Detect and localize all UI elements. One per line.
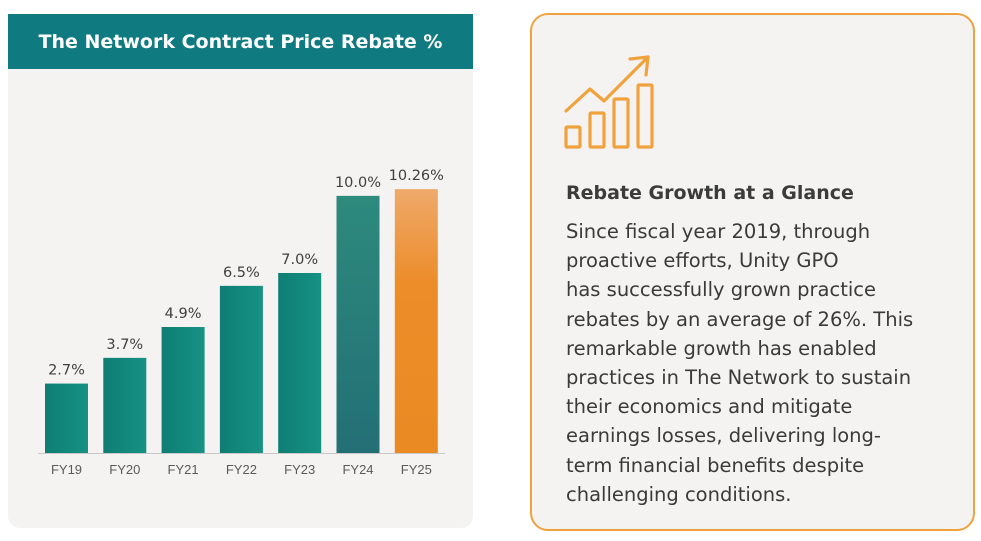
x-tick-label-fy24: FY24 (342, 462, 373, 477)
x-tick-label-fy20: FY20 (109, 462, 140, 477)
data-label-fy22: 6.5% (223, 265, 260, 281)
x-tick-label-fy21: FY21 (168, 462, 199, 477)
bar-fy23 (278, 273, 322, 453)
data-label-fy20: 3.7% (106, 337, 143, 353)
chart-title: The Network Contract Price Rebate % (8, 14, 473, 69)
data-label-fy19: 2.7% (48, 363, 85, 379)
rebate-bar-chart: 2.7% FY19 3.7% FY20 4.9% FY21 6.5% FY22 7.0% FY23… (38, 168, 445, 477)
card-heading: Rebate Growth at a Glance (566, 182, 854, 204)
data-label-fy23: 7.0% (281, 252, 318, 268)
bar-fy22 (219, 285, 263, 453)
data-label-fy25: 10.26% (389, 168, 444, 184)
x-tick-label-fy19: FY19 (51, 462, 82, 477)
x-tick-label-fy25: FY25 (401, 462, 432, 477)
x-tick-label-fy22: FY22 (226, 462, 257, 477)
data-label-fy24: 10.0% (335, 175, 381, 191)
data-label-fy21: 4.9% (165, 306, 202, 322)
x-tick-label-fy23: FY23 (284, 462, 315, 477)
growth-chart-icon (564, 55, 654, 149)
bar-fy21 (161, 327, 205, 453)
rebate-chart-panel: 2.7% FY19 3.7% FY20 4.9% FY21 6.5% FY22 7.0% FY23… (8, 14, 473, 528)
bar-fy20 (103, 357, 147, 453)
card-body-text: Since fiscal year 2019, through proactiv… (566, 220, 914, 506)
bar-fy24 (336, 195, 380, 453)
rebate-growth-card: Rebate Growth at a Glance Since fiscal y… (530, 13, 975, 531)
bar-fy19 (45, 383, 88, 453)
bar-fy25 (394, 189, 438, 453)
